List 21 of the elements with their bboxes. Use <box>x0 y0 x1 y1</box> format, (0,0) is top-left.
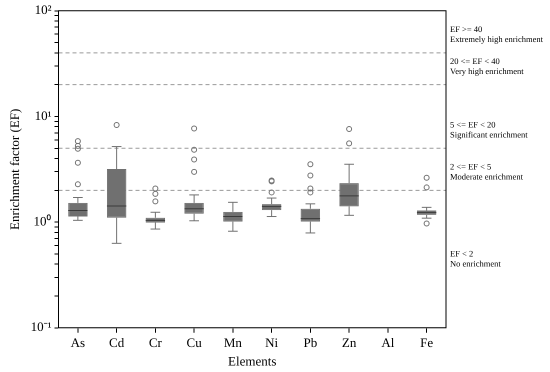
text: 20 <= EF < 40 Very high enrichment <box>450 56 524 76</box>
text: EF >= 40 Extremely high enrichment <box>450 24 544 44</box>
x-tick-label: Cr <box>148 335 163 350</box>
y-tick-label: 10⁻¹ <box>30 319 52 334</box>
x-tick-label: As <box>70 335 86 350</box>
text: 5 <= EF < 20 Significant enrichment <box>450 120 528 140</box>
x-tick-label: Zn <box>342 335 357 350</box>
x-tick-label: Cu <box>186 335 202 350</box>
x-tick-label: Mn <box>224 335 242 350</box>
text: EF < 2 No enrichment <box>450 248 502 268</box>
y-tick-label: 10⁰ <box>33 214 52 229</box>
y-tick-label: 10¹ <box>34 108 52 123</box>
y-tick-label: 10² <box>34 2 52 18</box>
x-tick-label: Ni <box>265 335 279 350</box>
x-axis-title: Elements <box>228 354 276 369</box>
x-tick-label: Pb <box>304 335 318 350</box>
y-axis-title: Enrichment factor (EF) <box>7 108 22 230</box>
x-tick-label: Fe <box>420 335 434 350</box>
text: 2 <= EF < 5 Moderate enrichment <box>450 162 524 182</box>
x-tick-label: Cd <box>109 335 125 350</box>
x-tick-label: Al <box>381 335 395 350</box>
